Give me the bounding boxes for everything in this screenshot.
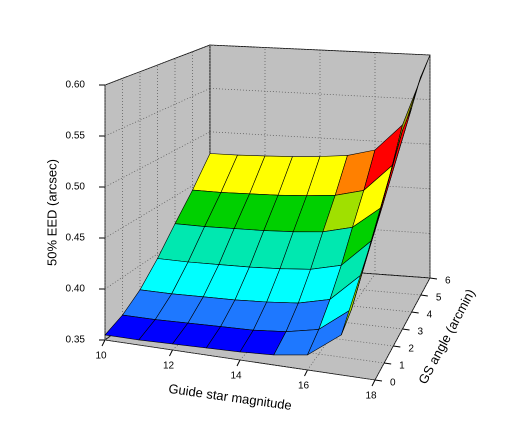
y-tick-label: 0 bbox=[390, 378, 396, 389]
tick-mark bbox=[101, 339, 106, 347]
tick-mark bbox=[402, 328, 410, 331]
z-tick-label: 0.60 bbox=[66, 80, 86, 91]
z-axis-title: 50% EED (arcsec) bbox=[44, 159, 59, 266]
tick-mark bbox=[411, 311, 419, 314]
z-tick-label: 0.50 bbox=[66, 182, 86, 193]
grid-line bbox=[104, 44, 211, 86]
z-tick-label: 0.45 bbox=[66, 233, 86, 244]
x-tick-label: 14 bbox=[230, 371, 242, 382]
x-tick-label: 16 bbox=[298, 381, 310, 392]
tick-mark bbox=[371, 379, 376, 387]
y-tick-label: 4 bbox=[427, 310, 433, 321]
tick-mark bbox=[374, 379, 383, 382]
tick-mark bbox=[169, 349, 173, 357]
tick-mark bbox=[393, 345, 401, 348]
y-axis-title: GS angle (arcmin) bbox=[415, 286, 478, 386]
y-tick-label: 6 bbox=[445, 276, 451, 287]
y-tick-label: 2 bbox=[408, 344, 414, 355]
tick-mark bbox=[420, 294, 428, 297]
y-tick-label: 5 bbox=[436, 293, 442, 304]
grid-line bbox=[209, 88, 431, 100]
tick-mark bbox=[304, 369, 308, 377]
tick-mark bbox=[236, 359, 241, 367]
y-tick-label: 1 bbox=[399, 361, 405, 372]
x-tick-label: 10 bbox=[95, 351, 107, 362]
surface-patch bbox=[340, 195, 385, 336]
x-tick-label: 18 bbox=[365, 391, 377, 402]
x-tick-label: 12 bbox=[163, 361, 175, 372]
grid-line bbox=[209, 44, 431, 56]
z-tick-label: 0.40 bbox=[66, 284, 86, 295]
z-tick-label: 0.35 bbox=[66, 335, 86, 346]
x-axis-title: Guide star magnitude bbox=[168, 381, 293, 413]
y-tick-label: 3 bbox=[418, 327, 424, 338]
grid-line bbox=[104, 339, 376, 381]
z-tick-label: 0.55 bbox=[66, 131, 86, 142]
tick-mark bbox=[429, 277, 438, 280]
grid-line bbox=[104, 88, 211, 137]
tick-mark bbox=[384, 362, 392, 365]
